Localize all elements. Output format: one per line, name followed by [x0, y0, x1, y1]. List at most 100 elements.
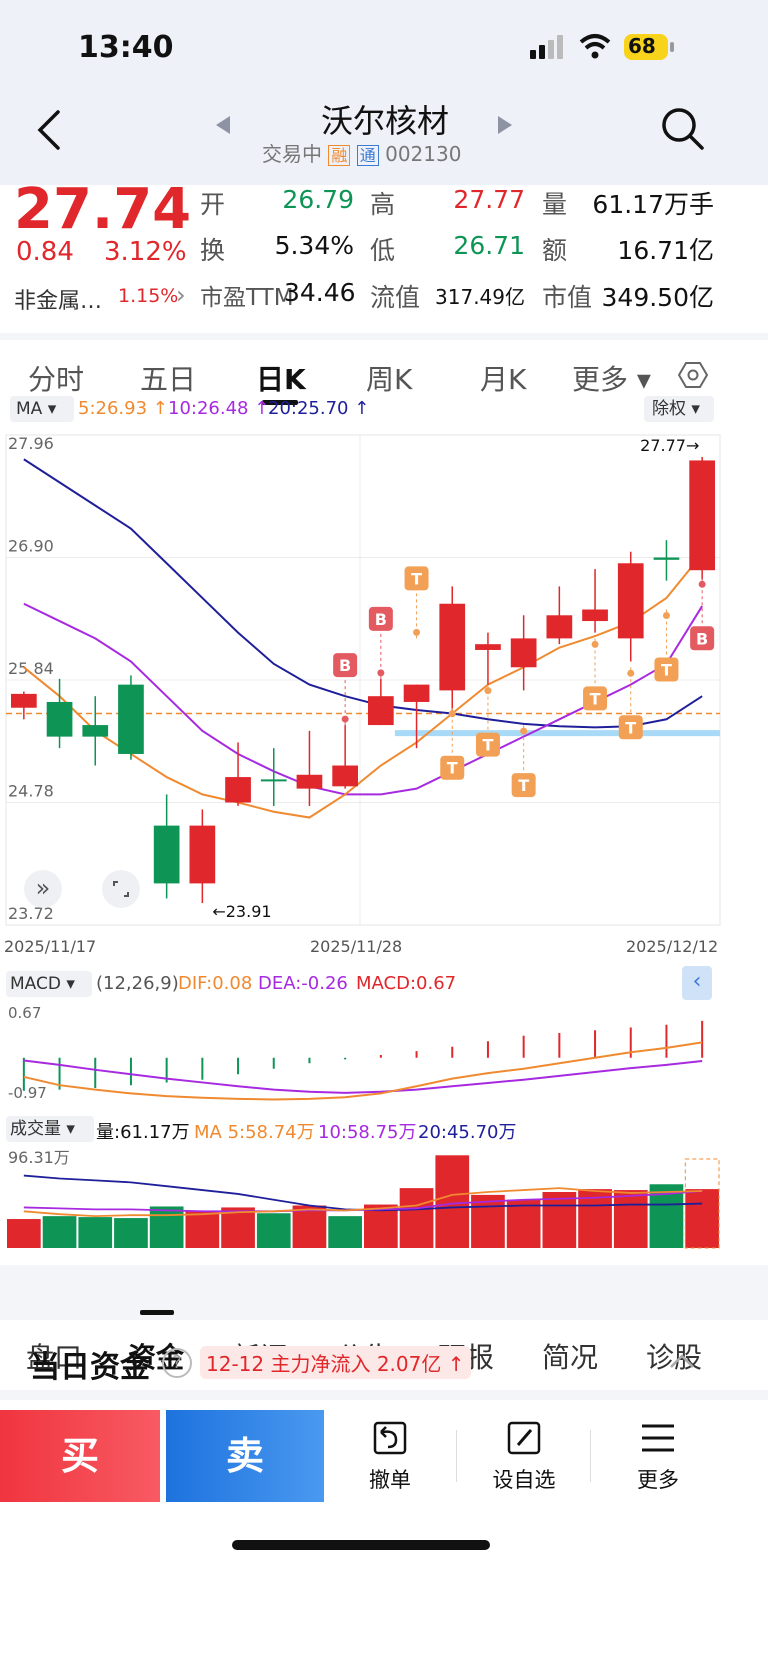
sell-button[interactable]: 卖 — [166, 1410, 324, 1502]
turnover-value: 5.34% — [274, 231, 354, 260]
t-marker-box — [618, 715, 643, 740]
more-button[interactable]: 更多 — [608, 1420, 708, 1500]
next-stock-icon[interactable] — [496, 114, 514, 136]
menu-icon — [642, 1424, 674, 1452]
last-price: 27.74 — [14, 177, 192, 242]
y-tick-label: 26.90 — [8, 537, 54, 556]
float-value: 317.49亿 — [435, 285, 525, 309]
t-marker-box — [583, 686, 608, 711]
marker-dot — [341, 715, 349, 723]
x-tick-label: 2025/12/12 — [626, 937, 718, 956]
search-icon[interactable] — [660, 106, 706, 152]
sector-arrow-icon[interactable]: › — [176, 281, 186, 309]
buy-button[interactable]: 买 — [0, 1410, 160, 1502]
signal-icon — [530, 35, 563, 59]
tab-intraday[interactable]: 分时 — [28, 363, 85, 396]
volume-bar — [328, 1216, 362, 1248]
macd-params: (12,26,9) — [96, 973, 179, 994]
capital-title: 当日资金 — [30, 1350, 150, 1385]
high-value: 27.77 — [453, 185, 525, 214]
tab-weekly-k[interactable]: 周K — [366, 363, 413, 396]
volume-bar — [78, 1217, 113, 1248]
help-icon[interactable]: ? — [162, 1348, 192, 1378]
tab-five-day[interactable]: 五日 — [140, 363, 197, 396]
candle-body — [653, 557, 680, 560]
volume-highlight — [684, 1158, 720, 1249]
kline-chart[interactable]: 27.96 26.90 25.84 24.78 23.72 2025/11/17 2025/… — [0, 410, 768, 1265]
badge-tong: 通 — [356, 145, 379, 166]
candle-body — [189, 825, 216, 884]
marker-dot — [698, 580, 706, 588]
b-marker-box — [690, 626, 715, 651]
volume-bar — [185, 1211, 220, 1248]
tab-profile[interactable]: 简况 — [542, 1341, 599, 1374]
marker-dot — [377, 669, 385, 677]
max-price-label: 27.77→ — [640, 436, 699, 455]
t-marker: T — [411, 569, 422, 588]
y-tick-label: 27.96 — [8, 434, 54, 453]
b-marker: B — [696, 629, 708, 648]
macd-selector[interactable]: MACD ▾ — [6, 971, 92, 997]
cancel-order-button[interactable]: 撤单 — [340, 1420, 440, 1500]
tab-more[interactable]: 更多 ▾ — [572, 363, 651, 396]
x-tick-label: 2025/11/17 — [4, 937, 96, 956]
volume-bar — [256, 1213, 291, 1248]
volume-selector[interactable]: 成交量 ▾ — [6, 1116, 94, 1142]
t-marker-box — [404, 566, 429, 591]
amount-label: 额 — [542, 236, 568, 265]
candle-body — [10, 693, 37, 708]
mcap-label: 市值 — [542, 283, 593, 312]
t-marker-box — [475, 732, 500, 757]
tab-diagnosis[interactable]: 诊股 — [646, 1341, 703, 1374]
y-tick-label: 25.84 — [8, 659, 54, 678]
pe-value: 34.46 — [284, 278, 356, 307]
ma-selector[interactable]: MA ▾ — [10, 396, 74, 422]
fullscreen-icon[interactable] — [102, 870, 140, 908]
adjust-selector[interactable]: 除权 ▾ — [644, 396, 714, 422]
prev-stock-icon[interactable] — [214, 114, 232, 136]
volume-y-top: 96.31万 — [8, 1148, 70, 1167]
t-marker: T — [625, 718, 636, 737]
candle-body — [296, 774, 323, 789]
capital-flow: 12-12 主力净流入 2.07亿 ↑ — [200, 1346, 471, 1379]
macd-dif: DIF:0.08 — [178, 973, 253, 994]
pe-label: 市盈TTM — [200, 285, 294, 311]
volume-bar — [364, 1204, 398, 1248]
macd-dea: DEA:-0.26 — [258, 973, 348, 994]
battery-level: 68 — [628, 34, 656, 58]
marker-dot — [662, 612, 670, 620]
low-label: 低 — [370, 236, 396, 265]
settings-hex-icon[interactable] — [678, 360, 708, 390]
candle-body — [403, 684, 430, 702]
volume-ma10: 10:58.75万 — [318, 1122, 417, 1143]
ma5-line — [23, 553, 703, 819]
ma20-value: 20:25.70 ↑ — [268, 398, 370, 419]
back-icon[interactable] — [34, 108, 64, 152]
candle-body — [582, 609, 608, 622]
t-marker: T — [518, 776, 529, 795]
sector-name[interactable]: 非金属… — [14, 289, 103, 314]
tab-monthly-k[interactable]: 月K — [480, 363, 527, 396]
collapse-panel-icon[interactable]: ‹ — [682, 966, 712, 1000]
tab-order-book[interactable]: 盘口 — [26, 1341, 83, 1374]
volume-bar — [613, 1190, 648, 1248]
add-watchlist-button[interactable]: 设自选 — [474, 1420, 574, 1500]
t-marker: T — [590, 689, 601, 708]
b-marker-box — [333, 653, 358, 678]
candle-body — [153, 825, 180, 884]
battery-icon: 68 — [624, 34, 668, 60]
stock-code: 002130 — [385, 142, 462, 166]
candle-body — [439, 603, 466, 691]
t-marker: T — [482, 736, 493, 755]
badge-rong: 融 — [328, 145, 351, 166]
candle-body — [332, 765, 359, 787]
candle-body — [46, 701, 73, 737]
candle-body — [617, 563, 644, 639]
vol-ma5-line — [23, 1187, 703, 1218]
dea-line — [23, 1059, 703, 1094]
volume-bar — [542, 1191, 577, 1248]
collapse-chevron-icon[interactable] — [668, 1352, 696, 1370]
expand-chevron-icon[interactable]: » — [24, 870, 62, 908]
tab-daily-k[interactable]: 日K — [256, 363, 306, 396]
sector-pct[interactable]: 1.15% — [118, 285, 179, 307]
